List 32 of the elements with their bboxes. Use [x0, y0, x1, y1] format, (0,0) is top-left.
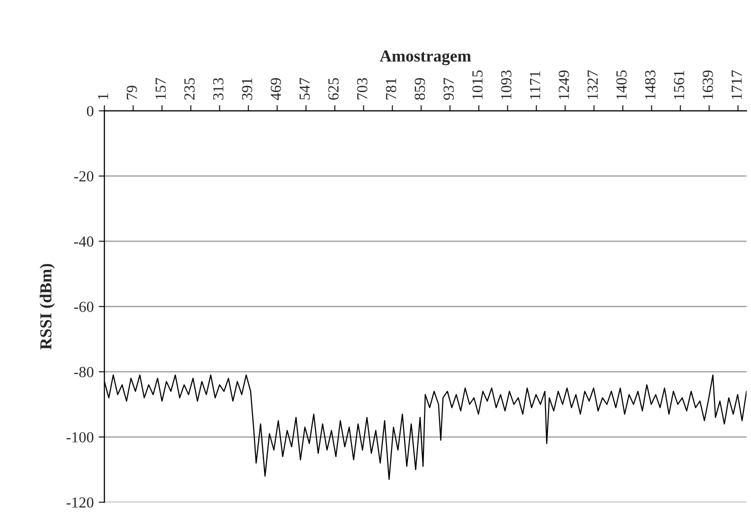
x-tick-label: 1 [98, 94, 108, 100]
x-tick-label: 313 [213, 78, 224, 100]
x-tick-label: 1093 [501, 70, 512, 100]
x-tick-label: 625 [328, 78, 339, 100]
x-tick-label: 391 [242, 78, 252, 100]
x-tick-label: 1639 [702, 70, 714, 100]
x-tick-label: 1171 [530, 71, 540, 100]
y-tick-label: 0 [86, 106, 94, 116]
y-tick-label: -60 [74, 302, 94, 312]
x-tick-label: 1327 [588, 70, 598, 100]
x-tick-label: 781 [386, 78, 396, 100]
x-tick-label: 469 [270, 78, 282, 100]
x-tick-label: 1717 [732, 70, 742, 100]
x-axis-title: Amostragem [380, 50, 471, 66]
x-tick-label: 157 [156, 78, 166, 100]
x-tick-label: 703 [357, 78, 368, 100]
x-tick-label: 79 [126, 86, 138, 100]
y-axis-title: RSSI (dBm) [40, 264, 55, 350]
x-tick-label: 1249 [558, 70, 570, 100]
y-tick-label: -40 [74, 236, 94, 247]
x-tick-label: 859 [414, 78, 426, 100]
x-tick-label: 1483 [645, 70, 656, 100]
y-tick-label: -100 [66, 432, 94, 442]
y-tick-label: -120 [66, 497, 94, 508]
x-tick-label: 235 [184, 78, 195, 100]
x-tick-label: 1561 [674, 70, 684, 100]
x-tick-label: 1405 [616, 70, 627, 100]
y-tick-label: -20 [74, 171, 94, 182]
x-tick-label: 1015 [472, 70, 483, 100]
x-tick-label: 937 [444, 78, 454, 100]
y-tick-label: -80 [74, 366, 94, 378]
x-tick-label: 547 [300, 78, 310, 100]
